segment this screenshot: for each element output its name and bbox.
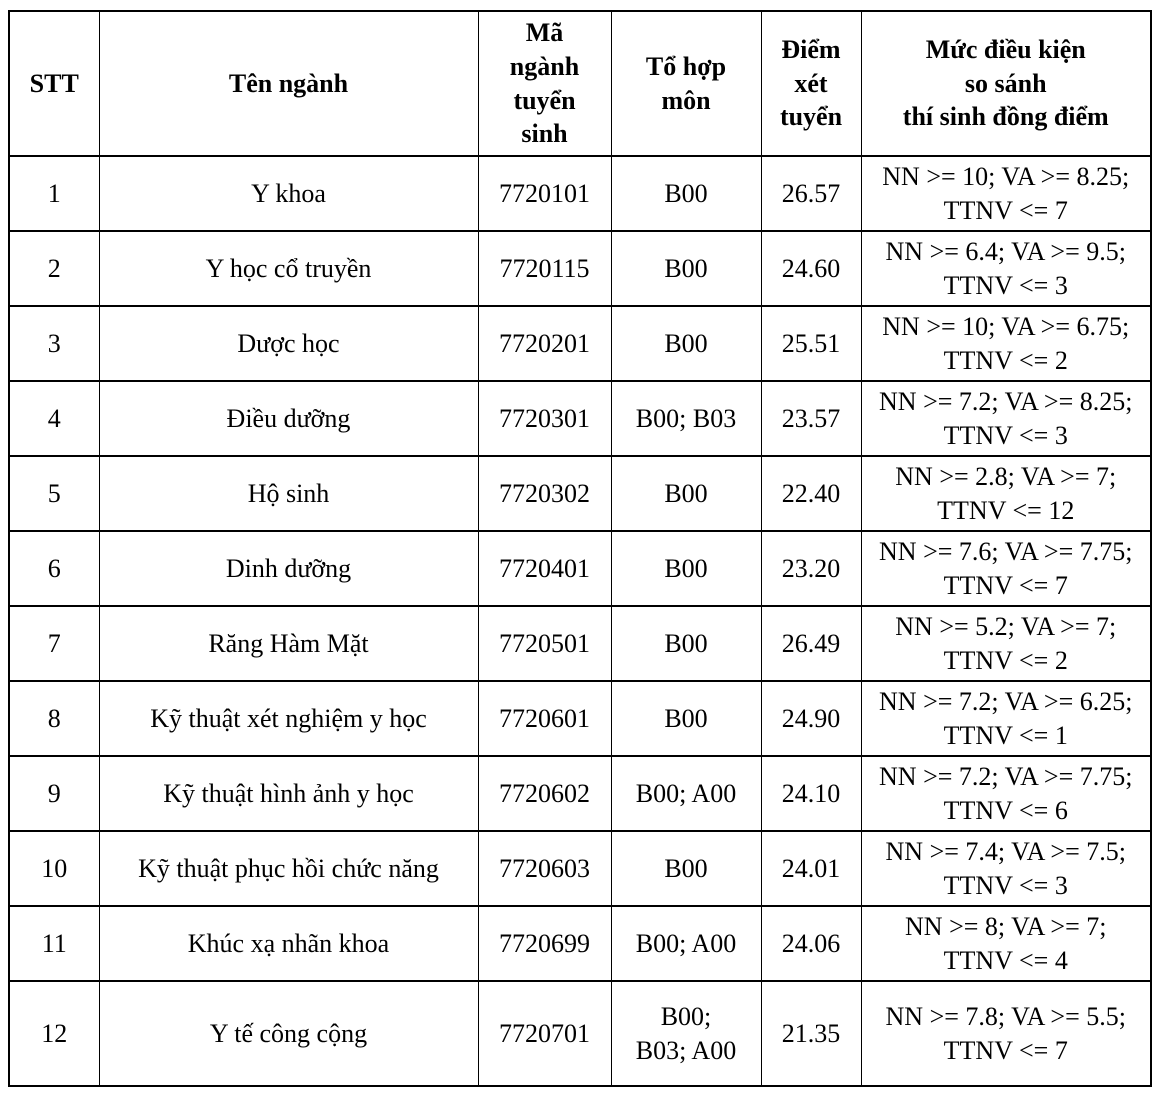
admission-scores-table: STT Tên ngành Mã ngành tuyển sinh Tổ hợp… <box>8 10 1152 1087</box>
table-header: STT Tên ngành Mã ngành tuyển sinh Tổ hợp… <box>8 10 1152 157</box>
cell-to-hop: B00 <box>610 605 762 682</box>
cell-ma-nganh: 7720201 <box>477 305 612 382</box>
cell-to-hop: B00 <box>610 530 762 607</box>
cell-stt: 6 <box>8 530 100 607</box>
column-header-ten-nganh: Tên ngành <box>98 10 479 157</box>
cell-ma-nganh: 7720701 <box>477 980 612 1087</box>
cell-stt: 11 <box>8 905 100 982</box>
cell-diem: 26.57 <box>760 155 862 232</box>
table-row: 5 Hộ sinh 7720302 B00 22.40 NN >= 2.8; V… <box>8 455 1152 532</box>
cell-ten-nganh: Kỹ thuật xét nghiệm y học <box>98 680 479 757</box>
column-header-to-hop-mon: Tổ hợp môn <box>610 10 762 157</box>
cell-dieu-kien: NN >= 10; VA >= 6.75; TTNV <= 2 <box>860 305 1152 382</box>
cell-diem: 23.57 <box>760 380 862 457</box>
cell-diem: 24.06 <box>760 905 862 982</box>
cell-dieu-kien: NN >= 6.4; VA >= 9.5; TTNV <= 3 <box>860 230 1152 307</box>
cell-diem: 25.51 <box>760 305 862 382</box>
cell-ma-nganh: 7720603 <box>477 830 612 907</box>
column-header-diem-xet-tuyen: Điểm xét tuyển <box>760 10 862 157</box>
cell-diem: 22.40 <box>760 455 862 532</box>
cell-diem: 26.49 <box>760 605 862 682</box>
cell-ma-nganh: 7720601 <box>477 680 612 757</box>
cell-to-hop: B00 <box>610 230 762 307</box>
cell-dieu-kien: NN >= 8; VA >= 7; TTNV <= 4 <box>860 905 1152 982</box>
cell-to-hop: B00; B03 <box>610 380 762 457</box>
cell-dieu-kien: NN >= 7.2; VA >= 8.25; TTNV <= 3 <box>860 380 1152 457</box>
table-row: 2 Y học cổ truyền 7720115 B00 24.60 NN >… <box>8 230 1152 307</box>
cell-ma-nganh: 7720602 <box>477 755 612 832</box>
cell-ten-nganh: Kỹ thuật phục hồi chức năng <box>98 830 479 907</box>
cell-ma-nganh: 7720501 <box>477 605 612 682</box>
cell-ten-nganh: Khúc xạ nhãn khoa <box>98 905 479 982</box>
cell-stt: 1 <box>8 155 100 232</box>
column-header-stt: STT <box>8 10 100 157</box>
cell-ten-nganh: Hộ sinh <box>98 455 479 532</box>
cell-stt: 9 <box>8 755 100 832</box>
cell-diem: 23.20 <box>760 530 862 607</box>
table-row: 6 Dinh dưỡng 7720401 B00 23.20 NN >= 7.6… <box>8 530 1152 607</box>
table-row: 12 Y tế công cộng 7720701 B00; B03; A00 … <box>8 980 1152 1087</box>
cell-diem: 24.90 <box>760 680 862 757</box>
cell-ten-nganh: Y tế công cộng <box>98 980 479 1087</box>
table-row: 1 Y khoa 7720101 B00 26.57 NN >= 10; VA … <box>8 155 1152 232</box>
cell-dieu-kien: NN >= 7.2; VA >= 6.25; TTNV <= 1 <box>860 680 1152 757</box>
cell-to-hop: B00 <box>610 155 762 232</box>
cell-ten-nganh: Dược học <box>98 305 479 382</box>
cell-stt: 2 <box>8 230 100 307</box>
cell-stt: 12 <box>8 980 100 1087</box>
cell-to-hop: B00; A00 <box>610 755 762 832</box>
cell-dieu-kien: NN >= 7.6; VA >= 7.75; TTNV <= 7 <box>860 530 1152 607</box>
cell-ten-nganh: Y học cổ truyền <box>98 230 479 307</box>
table-row: 3 Dược học 7720201 B00 25.51 NN >= 10; V… <box>8 305 1152 382</box>
table-row: 8 Kỹ thuật xét nghiệm y học 7720601 B00 … <box>8 680 1152 757</box>
cell-dieu-kien: NN >= 7.8; VA >= 5.5; TTNV <= 7 <box>860 980 1152 1087</box>
cell-ma-nganh: 7720699 <box>477 905 612 982</box>
header-row: STT Tên ngành Mã ngành tuyển sinh Tổ hợp… <box>8 10 1152 157</box>
cell-to-hop: B00; B03; A00 <box>610 980 762 1087</box>
cell-ma-nganh: 7720401 <box>477 530 612 607</box>
cell-ma-nganh: 7720302 <box>477 455 612 532</box>
cell-stt: 3 <box>8 305 100 382</box>
cell-dieu-kien: NN >= 7.2; VA >= 7.75; TTNV <= 6 <box>860 755 1152 832</box>
cell-ma-nganh: 7720101 <box>477 155 612 232</box>
cell-ten-nganh: Răng Hàm Mặt <box>98 605 479 682</box>
table-row: 7 Răng Hàm Mặt 7720501 B00 26.49 NN >= 5… <box>8 605 1152 682</box>
table-row: 4 Điều dưỡng 7720301 B00; B03 23.57 NN >… <box>8 380 1152 457</box>
cell-stt: 7 <box>8 605 100 682</box>
cell-stt: 8 <box>8 680 100 757</box>
column-header-muc-dieu-kien: Mức điều kiện so sánh thí sinh đồng điểm <box>860 10 1152 157</box>
cell-ten-nganh: Y khoa <box>98 155 479 232</box>
cell-diem: 24.60 <box>760 230 862 307</box>
cell-diem: 24.01 <box>760 830 862 907</box>
cell-to-hop: B00 <box>610 455 762 532</box>
table-body: 1 Y khoa 7720101 B00 26.57 NN >= 10; VA … <box>8 155 1152 1087</box>
cell-dieu-kien: NN >= 7.4; VA >= 7.5; TTNV <= 3 <box>860 830 1152 907</box>
table-row: 10 Kỹ thuật phục hồi chức năng 7720603 B… <box>8 830 1152 907</box>
cell-diem: 21.35 <box>760 980 862 1087</box>
cell-stt: 5 <box>8 455 100 532</box>
table-row: 9 Kỹ thuật hình ảnh y học 7720602 B00; A… <box>8 755 1152 832</box>
cell-dieu-kien: NN >= 10; VA >= 8.25; TTNV <= 7 <box>860 155 1152 232</box>
cell-stt: 4 <box>8 380 100 457</box>
cell-dieu-kien: NN >= 5.2; VA >= 7; TTNV <= 2 <box>860 605 1152 682</box>
cell-to-hop: B00 <box>610 830 762 907</box>
cell-ten-nganh: Điều dưỡng <box>98 380 479 457</box>
cell-ten-nganh: Kỹ thuật hình ảnh y học <box>98 755 479 832</box>
cell-diem: 24.10 <box>760 755 862 832</box>
cell-to-hop: B00 <box>610 680 762 757</box>
cell-ten-nganh: Dinh dưỡng <box>98 530 479 607</box>
column-header-ma-nganh: Mã ngành tuyển sinh <box>477 10 612 157</box>
cell-to-hop: B00 <box>610 305 762 382</box>
table-row: 11 Khúc xạ nhãn khoa 7720699 B00; A00 24… <box>8 905 1152 982</box>
cell-to-hop: B00; A00 <box>610 905 762 982</box>
cell-dieu-kien: NN >= 2.8; VA >= 7; TTNV <= 12 <box>860 455 1152 532</box>
cell-stt: 10 <box>8 830 100 907</box>
cell-ma-nganh: 7720301 <box>477 380 612 457</box>
cell-ma-nganh: 7720115 <box>477 230 612 307</box>
